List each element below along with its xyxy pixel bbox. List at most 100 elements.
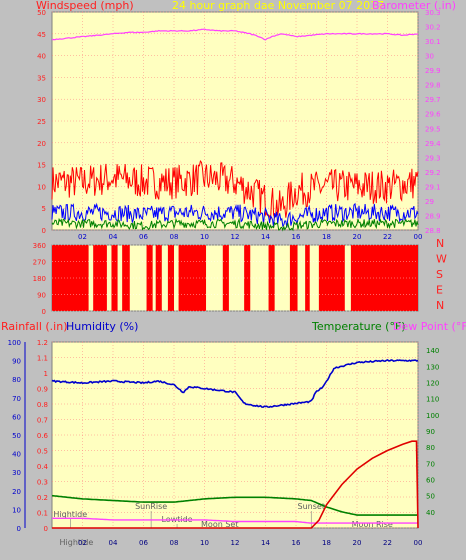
temperature-series	[51, 494, 418, 516]
barometer-axis-title: Barometer (.in)	[372, 0, 456, 12]
rainfall-tick-label: 0.1	[37, 510, 48, 518]
temperature-tick-label: 90	[426, 428, 435, 436]
humidity-time-tick-label: 02	[78, 539, 87, 547]
barometer-tick-label: 29.8	[425, 82, 441, 90]
wind-time-tick-label: 10	[200, 233, 209, 241]
wind-time-tick-label: 04	[109, 233, 118, 241]
windspeed-tick-label: 5	[42, 205, 46, 213]
temperature-tick-label: 110	[426, 396, 439, 404]
rainfall-series	[52, 440, 419, 529]
rainfall-tick-label: 1	[44, 370, 48, 378]
barometer-tick-label: 29.3	[425, 154, 441, 162]
windspeed-tick-label: 40	[37, 53, 46, 61]
direction-axis-ticks: 0 90 180 270 360	[33, 242, 46, 316]
humidity-time-axis-ticks: 02 04 06 08 10 12 14 16 18 20 22 00	[78, 539, 422, 547]
dewpoint-series	[52, 517, 418, 524]
wind-series	[51, 28, 419, 232]
windspeed-tick-label: 25	[37, 118, 46, 126]
compass-letter: E	[436, 284, 443, 297]
barometer-tick-label: 30.3	[425, 9, 441, 17]
wind-direction-bar	[146, 245, 153, 311]
wind-direction-bar	[111, 245, 118, 311]
temperature-tick-label: 80	[426, 444, 435, 452]
windspeed-tick-label: 30	[37, 96, 46, 104]
rainfall-tick-label: 0.9	[37, 386, 48, 394]
wind-time-tick-label: 18	[322, 233, 331, 241]
barometer-tick-label: 29.7	[425, 96, 441, 104]
humidity-time-tick-label: 20	[353, 539, 362, 547]
temperature-axis-ticks: 40 50 60 70 80 90 100 110 120 130 140	[426, 347, 439, 517]
rainfall-tick-label: 1.1	[37, 355, 48, 363]
wind-time-tick-label: 14	[261, 233, 270, 241]
temperature-tick-label: 60	[426, 476, 435, 484]
humidity-tick-label: 80	[12, 376, 21, 384]
direction-series	[52, 245, 418, 311]
temperature-tick-label: 140	[426, 347, 439, 355]
barometer-axis-ticks: 28.8 28.9 29 29.1 29.2 29.3 29.4 29.5 29.6 29.7 29…	[425, 9, 441, 235]
humidity-time-tick-label: 06	[139, 539, 148, 547]
wind-average-series	[51, 202, 419, 228]
windspeed-axis-title: Windspeed (mph)	[36, 0, 134, 12]
chart-title: 24 hour graph dae November 07 2017	[172, 0, 384, 12]
wind-time-tick-label: 00	[414, 233, 423, 241]
barometer-tick-label: 29.9	[425, 67, 441, 75]
humidity-series	[51, 358, 419, 529]
barometer-tick-label: 29.2	[425, 169, 441, 177]
temperature-tick-label: 100	[426, 412, 439, 420]
humidity-axis-title: Humidity (%)	[66, 320, 138, 333]
moonset-event: Moon Set	[201, 520, 238, 529]
rainfall-tick-label: 1.2	[37, 339, 48, 347]
humidity-tick-label: 10	[12, 506, 21, 514]
wind-time-tick-label: 16	[292, 233, 301, 241]
wind-direction-bar	[155, 245, 162, 311]
compass-letter: N	[436, 299, 444, 312]
wind-low-series	[51, 217, 419, 232]
humidity-tick-label: 40	[12, 451, 21, 459]
sunset-event: Sunset	[298, 502, 325, 511]
humidity-series	[51, 358, 419, 409]
humidity-time-tick-label: 18	[322, 539, 331, 547]
humidity-tick-label: 50	[12, 432, 21, 440]
windspeed-tick-label: 35	[37, 74, 46, 82]
direction-tick-label: 360	[33, 242, 46, 250]
rainfall-tick-label: 0.2	[37, 494, 48, 502]
humidity-time-tick-label: 16	[292, 539, 301, 547]
barometer-tick-label: 30.2	[425, 24, 441, 32]
temperature-tick-label: 120	[426, 379, 439, 387]
humidity-tick-label: 0	[17, 525, 21, 533]
humidity-axis-ticks: 0 10 20 30 40 50 60 70 80 90 100	[8, 339, 26, 533]
windspeed-tick-label: 45	[37, 31, 46, 39]
barometer-tick-label: 29.1	[425, 183, 441, 191]
compass-letter: N	[436, 237, 444, 250]
temperature-tick-label: 130	[426, 363, 439, 371]
compass-letter: S	[436, 268, 443, 281]
rainfall-tick-label: 0.3	[37, 479, 48, 487]
humidity-time-tick-label: 08	[170, 539, 179, 547]
direction-tick-label: 0	[42, 308, 46, 316]
compass-letter: W	[436, 253, 447, 266]
humidity-time-tick-label: 22	[383, 539, 392, 547]
wind-time-tick-label: 12	[231, 233, 240, 241]
humidity-tick-label: 70	[12, 395, 21, 403]
direction-tick-label: 180	[33, 275, 46, 283]
wind-time-tick-label: 06	[139, 233, 148, 241]
humidity-tick-label: 100	[8, 339, 21, 347]
humidity-time-tick-label: 10	[200, 539, 209, 547]
wind-direction-bar	[122, 245, 130, 311]
barometer-tick-label: 30.1	[425, 38, 441, 46]
barometer-tick-label: 29	[425, 198, 434, 206]
wind-time-tick-label: 08	[170, 233, 179, 241]
direction-tick-label: 90	[37, 292, 46, 300]
direction-grid	[52, 244, 418, 312]
rainfall-tick-label: 0.7	[37, 417, 48, 425]
humidity-tick-label: 20	[12, 488, 21, 496]
wind-direction-bar	[167, 245, 174, 311]
windspeed-tick-label: 10	[37, 183, 46, 191]
moonrise-event: Moon Rise	[352, 520, 393, 529]
wind-time-axis-ticks: 02 04 06 08 10 12 14 16 18 20 22 00	[78, 233, 422, 241]
